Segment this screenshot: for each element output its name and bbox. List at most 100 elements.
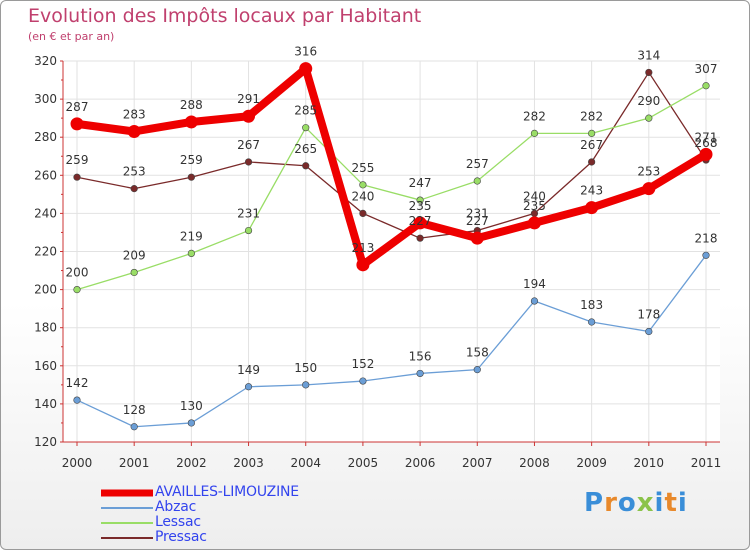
data-point-pressac	[187, 173, 195, 181]
data-point-abzac	[702, 251, 710, 259]
y-tick-label: 300	[34, 92, 57, 106]
data-point-availles-limouzine	[242, 109, 256, 123]
data-point-abzac	[588, 318, 596, 326]
x-tick-label: 2000	[62, 456, 93, 470]
data-point-lessac	[187, 249, 195, 258]
legend-swatch-lessac	[101, 521, 153, 524]
data-label-lessac: 257	[466, 157, 489, 171]
data-point-lessac	[416, 196, 424, 204]
data-point-lessac	[530, 129, 539, 137]
data-label-lessac: 247	[409, 176, 432, 190]
logo-letter: r	[604, 488, 618, 518]
data-point-availles-limouzine	[642, 182, 656, 196]
data-label-availles-limouzine: 227	[466, 214, 489, 228]
data-label-lessac: 209	[123, 248, 146, 262]
logo-letter: P	[584, 488, 605, 518]
legend-label-abzac: Abzac	[155, 499, 197, 515]
x-tick-label: 2009	[576, 456, 607, 470]
data-point-availles-limouzine	[585, 201, 599, 215]
data-label-pressac: 259	[66, 153, 89, 167]
data-label-pressac: 231	[466, 207, 489, 221]
data-label-abzac: 150	[294, 361, 317, 375]
series-line-availles-limouzine	[73, 64, 710, 269]
data-label-availles-limouzine: 235	[523, 199, 546, 213]
data-point-pressac	[645, 68, 653, 77]
data-label-abzac: 158	[466, 346, 489, 360]
logo-letter: i	[654, 488, 665, 518]
x-tick-label: 2008	[519, 456, 550, 470]
data-label-lessac: 307	[695, 62, 718, 76]
data-label-pressac: 240	[523, 189, 546, 203]
legend-swatch-availles-limouzine	[101, 489, 153, 496]
y-tick-label: 260	[34, 168, 57, 182]
data-label-lessac: 282	[523, 109, 546, 123]
y-tick-label: 240	[34, 206, 57, 220]
data-label-availles-limouzine: 235	[409, 199, 432, 213]
data-point-lessac	[473, 177, 481, 185]
legend-swatch-abzac	[101, 506, 153, 509]
y-tick-label: 320	[34, 54, 57, 68]
data-label-abzac: 142	[66, 376, 89, 390]
data-label-lessac: 290	[637, 94, 660, 108]
data-point-pressac	[244, 158, 253, 166]
series-line-abzac	[76, 254, 707, 428]
y-tick-label: 120	[34, 435, 57, 449]
data-label-pressac: 253	[123, 165, 146, 179]
logo-letter: x	[636, 488, 655, 518]
data-label-availles-limouzine: 243	[580, 184, 603, 198]
data-point-pressac	[588, 158, 596, 166]
data-point-availles-limouzine	[184, 115, 198, 129]
data-label-lessac: 282	[580, 109, 603, 123]
data-label-abzac: 130	[180, 399, 203, 413]
logo-letter: t	[664, 488, 678, 518]
legend-label-lessac: Lessac	[155, 514, 201, 530]
data-label-abzac: 128	[123, 403, 146, 417]
x-tick-label: 2001	[119, 456, 150, 470]
data-point-pressac	[130, 185, 138, 193]
data-point-lessac	[73, 286, 81, 294]
data-point-pressac	[73, 173, 81, 181]
y-tick-label: 200	[34, 283, 57, 297]
logo-letter: o	[617, 488, 637, 518]
data-label-availles-limouzine: 283	[123, 107, 146, 121]
data-label-abzac: 218	[695, 231, 718, 245]
data-point-abzac	[302, 381, 310, 389]
data-point-abzac	[73, 396, 81, 404]
x-tick-label: 2005	[348, 456, 379, 470]
data-label-availles-limouzine: 213	[351, 241, 374, 255]
data-label-availles-limouzine: 253	[637, 165, 660, 179]
legend-label-pressac: Pressac	[155, 529, 207, 545]
data-point-lessac	[302, 124, 310, 132]
data-label-abzac: 178	[637, 308, 660, 322]
data-point-lessac	[588, 129, 596, 137]
data-point-pressac	[302, 162, 310, 170]
x-tick-label: 2011	[691, 456, 722, 470]
y-tick-label: 160	[34, 359, 57, 373]
data-label-abzac: 156	[409, 349, 432, 363]
data-label-availles-limouzine: 271	[695, 130, 718, 144]
data-point-abzac	[130, 423, 138, 431]
data-point-abzac	[359, 377, 367, 385]
data-point-abzac	[416, 369, 424, 378]
x-tick-label: 2007	[462, 456, 493, 470]
series-line-lessac	[76, 85, 707, 291]
data-point-availles-limouzine	[356, 258, 370, 272]
data-label-pressac: 314	[637, 48, 660, 62]
data-label-abzac: 183	[580, 298, 603, 312]
data-point-lessac	[130, 268, 138, 277]
data-point-lessac	[645, 114, 653, 122]
logo-letter: i	[677, 488, 688, 518]
data-label-pressac: 267	[580, 138, 603, 152]
legend-item-abzac: Abzac	[101, 499, 361, 515]
data-point-abzac	[187, 419, 195, 427]
data-label-pressac: 267	[237, 138, 260, 152]
data-label-lessac: 231	[237, 207, 260, 221]
data-label-availles-limouzine: 287	[66, 100, 89, 114]
data-label-availles-limouzine: 288	[180, 98, 203, 112]
data-label-lessac: 285	[294, 104, 317, 118]
y-tick-label: 180	[34, 321, 57, 335]
legend-swatch-pressac	[101, 536, 153, 539]
data-point-abzac	[473, 366, 481, 374]
data-point-abzac	[530, 297, 539, 305]
